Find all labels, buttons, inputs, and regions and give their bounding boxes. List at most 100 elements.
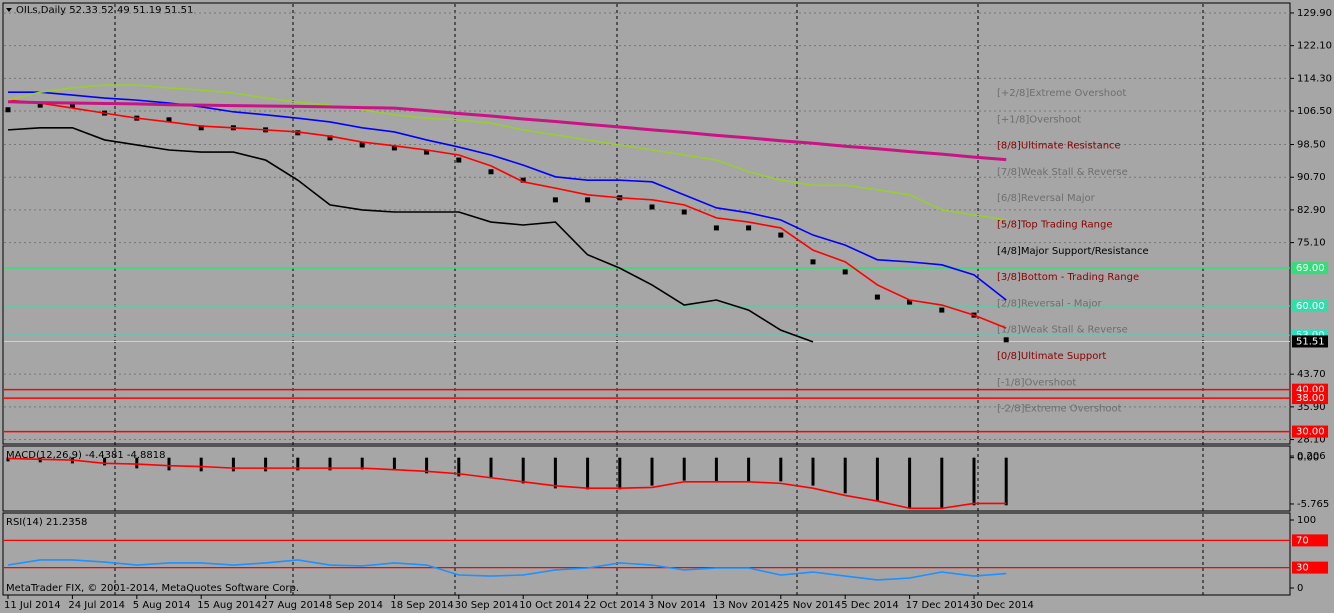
level-box — [1292, 392, 1328, 405]
candle — [456, 157, 462, 163]
rsi-title: RSI(14) 21.2358 — [6, 517, 87, 528]
candle — [842, 269, 848, 275]
histogram-bar — [586, 457, 590, 490]
y-tick-label: -5.765 — [1297, 499, 1329, 510]
x-tick-label: 22 Oct 2014 — [584, 600, 646, 611]
level-label: 70 — [1296, 535, 1309, 546]
histogram-bar — [264, 457, 268, 472]
murrey-label: [7/8]Weak Stall & Reverse — [997, 167, 1128, 178]
candle — [746, 225, 752, 231]
footer: MetaTrader FIX, © 2001-2014, MetaQuotes … — [6, 583, 299, 594]
y-tick-label: 75.10 — [1297, 238, 1326, 249]
series-line — [7, 100, 1007, 162]
murrey-label: [-1/8]Overshoot — [997, 377, 1076, 388]
y-tick-label: 114.30 — [1297, 73, 1332, 84]
level-box — [1292, 534, 1328, 547]
candle — [520, 177, 526, 183]
candle — [391, 145, 397, 151]
murrey-label: [+2/8]Extreme Overshoot — [997, 88, 1126, 99]
x-tick-label: 27 Aug 2014 — [262, 600, 326, 611]
histogram-bar — [231, 457, 235, 472]
candle — [874, 294, 880, 300]
macd-title: MACD(12,26,9) -4.4381 -4.8818 — [6, 450, 166, 461]
level-box — [1292, 262, 1328, 275]
candle — [37, 102, 43, 108]
candle — [5, 107, 11, 113]
main-panel — [2, 2, 1291, 445]
histogram-bar — [618, 457, 622, 490]
series-line — [7, 99, 1007, 329]
candle — [810, 259, 816, 265]
last-price-box — [1292, 335, 1328, 348]
y-tick-label: 0.00 — [1297, 453, 1319, 464]
chart-title: OILs,Daily 52.33 52.49 51.19 51.51 — [16, 5, 193, 16]
y-tick-label: 100 — [1297, 515, 1316, 526]
rsi-panel — [2, 512, 1291, 596]
y-tick-label: 82.90 — [1297, 205, 1326, 216]
y-tick-label: 129.90 — [1297, 8, 1332, 19]
histogram-bar — [779, 457, 783, 482]
histogram-bar — [135, 457, 139, 469]
series-line — [7, 84, 1007, 221]
level-label: 30.00 — [1296, 427, 1325, 438]
murrey-label: [6/8]Reversal Major — [997, 193, 1096, 204]
candle — [552, 197, 558, 203]
x-tick-label: 13 Nov 2014 — [712, 600, 776, 611]
murrey-label: [8/8]Ultimate Resistance — [997, 141, 1121, 152]
y-tick-label: 28.10 — [1297, 435, 1326, 446]
histogram-bar — [521, 457, 525, 484]
x-tick-label: 5 Aug 2014 — [133, 600, 191, 611]
murrey-label: [1/8]Weak Stall & Reverse — [997, 325, 1128, 336]
histogram-bar — [843, 457, 847, 494]
candle — [198, 125, 204, 131]
murrey-label: [5/8]Top Trading Range — [997, 220, 1113, 231]
candle — [359, 142, 365, 148]
histogram-bar — [714, 457, 718, 482]
histogram-bar — [103, 457, 107, 466]
y-tick-label: 98.50 — [1297, 140, 1326, 151]
histogram-bar — [199, 457, 203, 472]
murrey-label: [3/8]Bottom - Trading Range — [997, 272, 1139, 283]
murrey-label: [2/8]Reversal - Major — [997, 298, 1102, 309]
x-tick-label: 30 Dec 2014 — [970, 600, 1034, 611]
x-tick-label: 30 Sep 2014 — [455, 600, 518, 611]
x-tick-label: 10 Oct 2014 — [519, 600, 581, 611]
y-tick-label: 43.70 — [1297, 369, 1326, 380]
histogram-bar — [328, 457, 332, 471]
candle — [1003, 337, 1009, 343]
series-line — [7, 457, 1007, 510]
histogram-bar — [747, 457, 751, 482]
level-label: 38.00 — [1296, 393, 1325, 404]
x-tick-label: 17 Dec 2014 — [906, 600, 970, 611]
candle — [166, 117, 172, 123]
level-label: 69.00 — [1296, 263, 1325, 274]
histogram-bar — [682, 457, 686, 481]
histogram-bar — [360, 457, 364, 470]
menu-arrow[interactable] — [6, 8, 12, 12]
murrey-label: [0/8]Ultimate Support — [997, 351, 1106, 362]
candle — [69, 102, 75, 108]
candle — [681, 209, 687, 215]
series-line — [7, 559, 1007, 581]
histogram-bar — [296, 457, 300, 471]
y-tick-label: 90.70 — [1297, 172, 1326, 183]
histogram-bar — [811, 457, 815, 486]
y-tick-label: 106.50 — [1297, 106, 1332, 117]
x-tick-label: 8 Sep 2014 — [326, 600, 383, 611]
level-label: 60.00 — [1296, 301, 1325, 312]
x-tick-label: 24 Jul 2014 — [68, 600, 125, 611]
histogram-bar — [167, 457, 171, 471]
histogram-bar — [553, 457, 557, 489]
x-tick-label: 15 Aug 2014 — [197, 600, 261, 611]
candle — [907, 299, 913, 305]
histogram-bar — [489, 457, 493, 479]
candle — [488, 169, 494, 175]
histogram-bar — [1004, 457, 1008, 506]
murrey-label: [+1/8]Overshoot — [997, 114, 1081, 125]
histogram-bar — [425, 457, 429, 474]
x-tick-label: 18 Sep 2014 — [390, 600, 453, 611]
histogram-bar — [6, 457, 10, 462]
candle — [649, 204, 655, 210]
y-tick-label: 0.206 — [1297, 451, 1326, 462]
histogram-bar — [940, 457, 944, 508]
